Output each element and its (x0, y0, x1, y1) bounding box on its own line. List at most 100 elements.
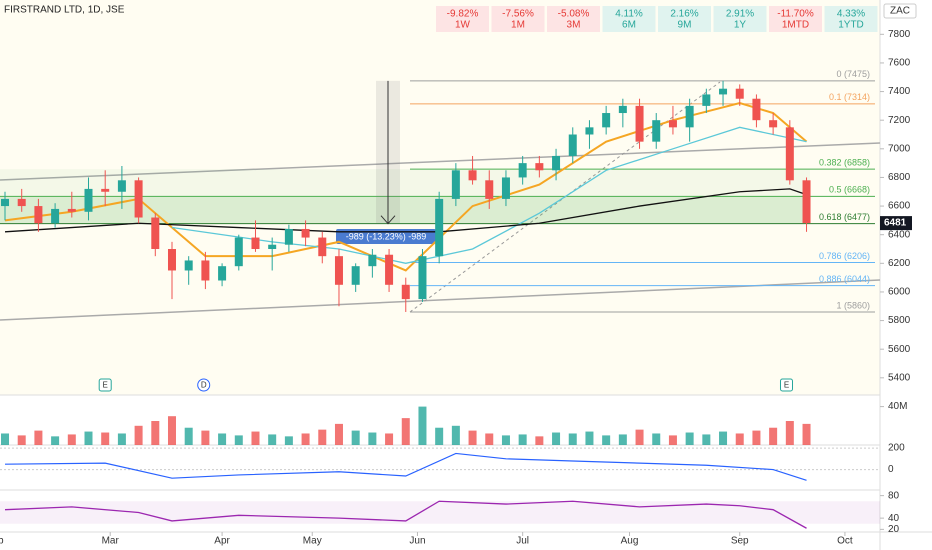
performance-change: 2.16% (670, 9, 698, 20)
volume-bar (802, 423, 811, 445)
currency: ZAC (890, 6, 910, 17)
x-tick-label: Feb (0, 536, 4, 547)
volume-bar (518, 434, 527, 445)
volume-bar (719, 431, 728, 445)
y-tick-label: 6200 (888, 258, 911, 269)
volume-bar (385, 433, 394, 445)
candle-body (318, 237, 327, 257)
volume-bar (368, 432, 377, 445)
candle-body (117, 180, 126, 192)
y-tick-label: 5600 (888, 344, 911, 355)
measure-arrow-head (380, 215, 396, 225)
performance-period: 1Y (734, 20, 747, 31)
candle-body (735, 88, 744, 99)
candle-body (251, 237, 260, 250)
candle-body (134, 180, 143, 218)
moving-average (4, 188, 807, 233)
volume-bar (117, 433, 126, 445)
performance-box (824, 6, 878, 32)
volume-bar (234, 435, 243, 445)
candle-body (501, 177, 510, 199)
volume-bar (268, 434, 277, 445)
performance-period: 3M (567, 20, 581, 31)
fib-label: 0.618 (6477) (819, 212, 870, 222)
candle-body (301, 228, 310, 238)
x-tick-label: May (303, 536, 322, 547)
fib-label: 0.382 (6858) (819, 158, 870, 168)
x-tick-label: Oct (837, 536, 853, 547)
candle-body (635, 105, 644, 142)
performance-box (658, 6, 711, 32)
volume-bar (334, 423, 343, 445)
candle-body (785, 127, 794, 181)
volume-bar (101, 432, 110, 445)
x-tick-label: Aug (621, 536, 639, 547)
volume-bar (501, 435, 510, 445)
y-tick-label: 0 (888, 464, 894, 475)
candle-body (585, 127, 594, 135)
volume-bar (351, 430, 360, 445)
candle-body (385, 254, 394, 285)
performance-box (547, 6, 600, 32)
y-tick-label: 200 (888, 443, 905, 454)
candle-body (618, 105, 627, 114)
volume-bar (167, 416, 176, 445)
candle-body (485, 180, 494, 199)
candle-body (769, 120, 778, 128)
volume-bar (1, 433, 10, 445)
fib-label: 0 (7475) (836, 69, 870, 79)
volume-bar (769, 427, 778, 445)
y-tick-label: 5400 (888, 372, 911, 383)
candle-body (401, 284, 410, 300)
performance-box (436, 6, 489, 32)
candle-body (268, 244, 277, 250)
event-marker (98, 378, 112, 392)
performance-period: 1MTD (782, 20, 809, 31)
channel-line (0, 279, 881, 321)
performance-change: 4.11% (615, 9, 643, 20)
rsi-line (4, 500, 807, 529)
event-label: E (784, 381, 789, 390)
y-tick-label: 6000 (888, 287, 911, 298)
rsi-band (0, 501, 880, 524)
volume-bar (435, 427, 444, 445)
volume-bar (151, 421, 160, 445)
candle-body (719, 88, 728, 95)
candle-body (218, 266, 227, 281)
volume-bar (785, 421, 794, 445)
candle-body (84, 188, 93, 212)
event-marker (779, 378, 793, 392)
x-tick-label: Jun (409, 536, 425, 547)
candle-body (468, 170, 477, 181)
performance-period: 6M (622, 20, 636, 31)
event-marker (197, 378, 211, 392)
candle-body (552, 155, 561, 171)
y-tick-label: 80 (888, 490, 900, 501)
performance-period: 1W (455, 20, 471, 31)
volume-bar (184, 427, 193, 445)
candle-body (535, 163, 544, 171)
volume-bar (134, 425, 143, 445)
x-tick-label: Apr (214, 536, 230, 547)
volume-bar (301, 433, 310, 445)
performance-change: 4.33% (837, 9, 865, 20)
last-price: 6481 (884, 218, 907, 229)
candle-body (234, 237, 243, 267)
candle-body (167, 249, 176, 271)
candle-body (702, 94, 711, 106)
fib-label: 0.886 (6044) (819, 274, 870, 284)
y-tick-label: 6600 (888, 201, 911, 212)
candle-body (334, 256, 343, 285)
volume-bar (552, 432, 561, 445)
y-tick-label: 6800 (888, 172, 911, 183)
y-tick-label: 40M (888, 401, 907, 412)
fib-label: 0.786 (6206) (819, 251, 870, 261)
volume-bar (618, 434, 627, 445)
candle-body (284, 228, 293, 245)
performance-period: 9M (678, 20, 692, 31)
candle-body (652, 120, 661, 142)
currency-box (883, 3, 917, 19)
volume-bar (318, 429, 327, 445)
